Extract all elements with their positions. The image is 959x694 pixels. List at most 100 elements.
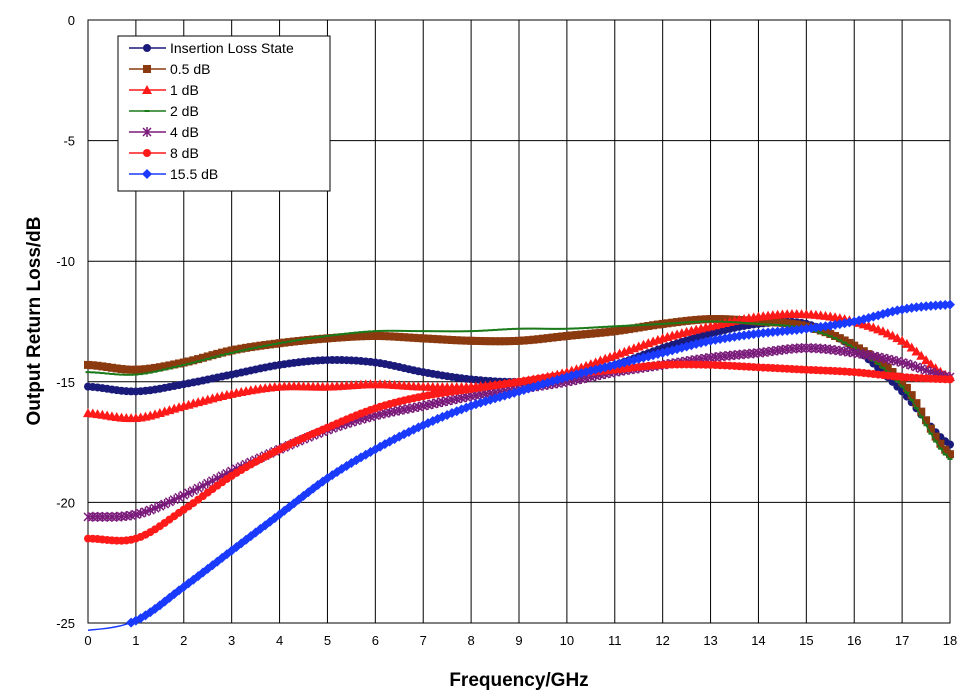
data-point [203, 352, 212, 361]
data-point [237, 344, 246, 353]
data-point [540, 327, 546, 330]
data-point [404, 333, 413, 342]
data-point [538, 334, 547, 343]
data-point [626, 324, 632, 327]
data-point [783, 319, 792, 328]
data-point [454, 330, 460, 333]
data-point [246, 343, 255, 352]
data-point [103, 363, 112, 372]
data-point [684, 321, 690, 324]
data-point [842, 341, 848, 344]
data-point [928, 432, 934, 435]
data-point [305, 337, 311, 340]
data-point [296, 339, 302, 342]
data-point [645, 323, 651, 326]
data-point [160, 499, 170, 510]
x-axis-title: Frequency/GHz [449, 670, 588, 691]
data-point [898, 377, 907, 386]
data-point [166, 367, 172, 370]
data-point [741, 321, 747, 324]
data-point [112, 364, 121, 373]
x-tick-label: 8 [467, 633, 474, 648]
data-point [526, 327, 532, 330]
legend-item: 0.5 dB [129, 61, 210, 77]
data-point [601, 328, 610, 337]
data-point [433, 335, 442, 344]
data-point [510, 337, 519, 346]
data-point [468, 330, 474, 333]
data-point [406, 329, 412, 332]
data-point [377, 329, 383, 332]
data-point [430, 330, 436, 333]
data-point [198, 480, 208, 491]
data-point [679, 321, 685, 324]
data-point [84, 360, 92, 369]
data-point [605, 327, 614, 336]
data-point [850, 341, 859, 350]
data-point [310, 336, 316, 339]
legend-marker [142, 169, 152, 179]
data-point [356, 332, 365, 341]
data-point [155, 501, 165, 512]
data-point [176, 365, 182, 368]
data-point [476, 337, 485, 346]
data-point [122, 365, 131, 374]
data-point [827, 335, 833, 338]
series-6 [87, 299, 955, 631]
data-point [481, 337, 490, 346]
x-tick-label: 5 [324, 633, 331, 648]
data-point [318, 334, 327, 343]
data-point [492, 328, 498, 331]
data-point [941, 445, 950, 454]
legend-item: 4 dB [129, 124, 199, 140]
data-point [677, 317, 686, 326]
data-point [491, 337, 500, 346]
data-point [376, 332, 385, 341]
data-point [550, 327, 556, 330]
data-point [198, 353, 207, 362]
legend-item: 2 dB [129, 103, 199, 119]
data-point [901, 338, 912, 348]
data-point [347, 332, 356, 341]
data-point [664, 322, 670, 325]
data-point [925, 359, 936, 369]
data-point [945, 299, 955, 310]
x-tick-label: 4 [276, 633, 283, 648]
data-point [612, 325, 618, 328]
data-point [419, 334, 428, 343]
data-point [109, 372, 115, 375]
data-point [933, 440, 939, 443]
data-point [366, 332, 375, 341]
data-point [573, 327, 579, 330]
x-tick-label: 11 [608, 633, 622, 648]
data-point [333, 333, 342, 342]
data-point [352, 332, 361, 341]
data-point [242, 343, 251, 352]
data-point [486, 337, 495, 346]
data-point [770, 323, 776, 326]
data-point [746, 322, 752, 325]
legend-item: 15.5 dB [129, 166, 218, 182]
legend-marker [143, 149, 151, 157]
data-point [586, 329, 595, 338]
x-tick-label: 18 [943, 633, 957, 648]
legend-marker [143, 65, 151, 73]
data-point [669, 322, 675, 325]
data-point [344, 332, 350, 335]
x-tick-label: 13 [703, 633, 717, 648]
legend-marker [143, 44, 151, 52]
x-tick-label: 6 [372, 633, 379, 648]
data-point [937, 447, 943, 450]
data-point [380, 332, 389, 341]
data-point [449, 330, 455, 333]
data-point [487, 329, 493, 332]
x-tick-label: 9 [515, 633, 522, 648]
data-point [88, 361, 97, 370]
data-point [90, 371, 96, 374]
data-point [150, 503, 160, 514]
data-point [620, 325, 629, 334]
data-point [438, 335, 447, 344]
x-tick-label: 3 [228, 633, 235, 648]
data-point [233, 350, 239, 353]
data-point [243, 348, 249, 351]
